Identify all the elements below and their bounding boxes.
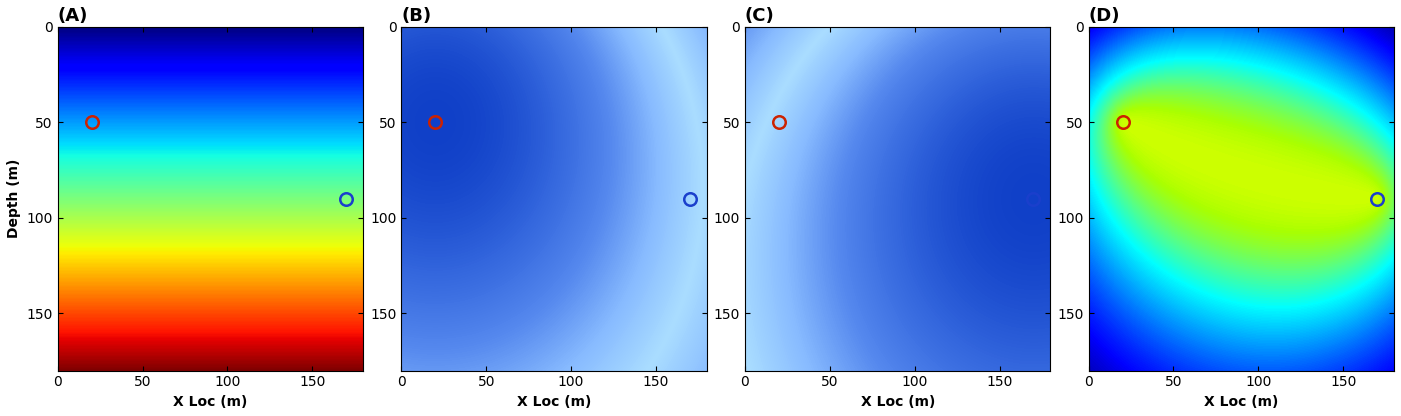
Y-axis label: Depth (m): Depth (m) [7,159,21,238]
X-axis label: X Loc (m): X Loc (m) [1203,395,1279,409]
Text: (C): (C) [745,7,775,25]
Text: (B): (B) [401,7,432,25]
X-axis label: X Loc (m): X Loc (m) [860,395,934,409]
X-axis label: X Loc (m): X Loc (m) [517,395,591,409]
X-axis label: X Loc (m): X Loc (m) [174,395,248,409]
Text: (D): (D) [1089,7,1121,25]
Text: (A): (A) [57,7,88,25]
